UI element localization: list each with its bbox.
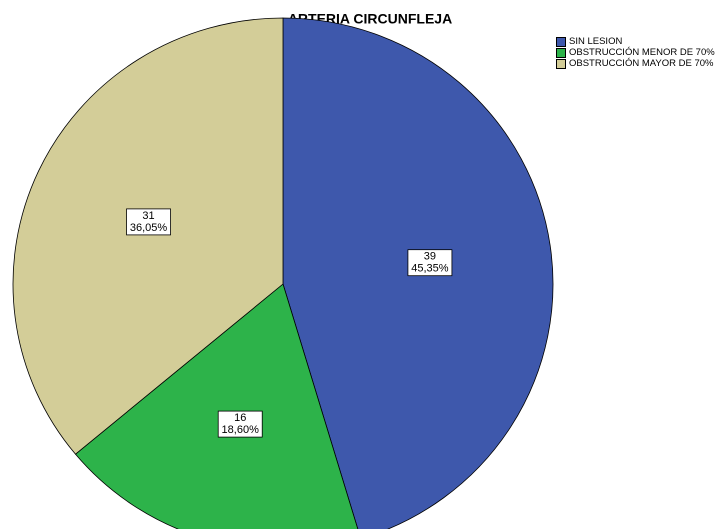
data-label-box: [126, 208, 171, 236]
data-label-count: 16: [234, 412, 246, 424]
data-label-box: [407, 249, 453, 277]
data-label-percent: 18,60%: [222, 424, 260, 436]
legend-item: OBSTRUCCIÓN MENOR DE 70%: [556, 48, 722, 58]
data-label-box: [217, 410, 263, 438]
data-label-percent: 36,05%: [130, 222, 168, 234]
legend-label: OBSTRUCCIÓN MAYOR DE 70%: [569, 58, 714, 69]
legend-label: OBSTRUCCIÓN MENOR DE 70%: [569, 47, 715, 58]
legend: SIN LESION OBSTRUCCIÓN MENOR DE 70% OBSTRU…: [556, 37, 722, 70]
pie-slice: [74, 283, 359, 529]
data-label-percent: 45,35%: [411, 263, 449, 275]
pie-slice: [12, 17, 284, 455]
data-label-count: 31: [142, 210, 154, 222]
legend-item: SIN LESION: [556, 37, 722, 47]
legend-item: OBSTRUCCIÓN MAYOR DE 70%: [556, 59, 722, 69]
legend-swatch: [556, 59, 566, 69]
legend-label: SIN LESION: [569, 36, 623, 47]
data-label-count: 39: [424, 251, 436, 263]
legend-swatch: [556, 48, 566, 58]
legend-swatch: [556, 37, 566, 47]
